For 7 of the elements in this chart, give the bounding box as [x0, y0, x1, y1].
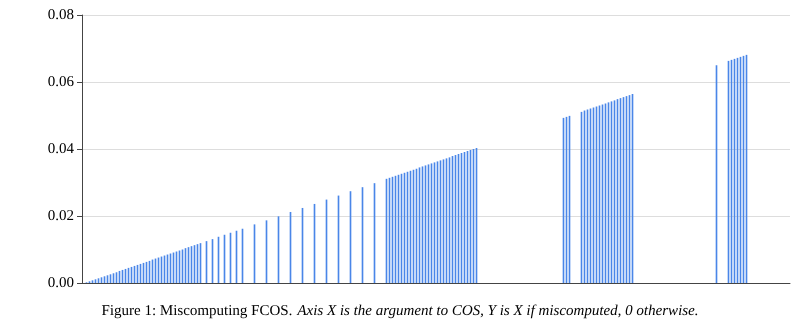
y-tick-label: 0.06 — [48, 74, 74, 90]
y-tick-label: 0.04 — [48, 141, 74, 157]
y-tick-label: 0.00 — [48, 275, 74, 291]
text: Axis X is the argument to COS, Y is X if miscomputed, 0 otherwise. — [296, 303, 698, 319]
y-tick-label: 0.08 — [48, 7, 74, 23]
y-tick-label: 0.02 — [48, 208, 74, 224]
text: Figure 1: Miscomputing FCOS. — [102, 303, 292, 319]
